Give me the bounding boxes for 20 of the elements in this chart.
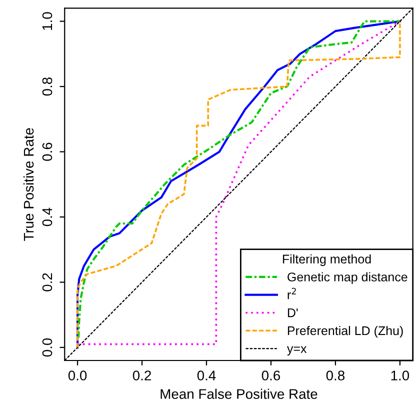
x-tick-label: 1.0 <box>391 370 410 380</box>
legend-label: D' <box>288 308 298 318</box>
y-tick-label: 0.0 <box>42 338 52 357</box>
x-tick-label: 0.2 <box>132 370 151 380</box>
x-tick-label: 0.6 <box>262 370 280 380</box>
x-tick-label: 0.4 <box>197 370 216 380</box>
legend-label: y=x <box>286 346 307 356</box>
y-axis-title: True Positive Rate <box>23 128 34 241</box>
legend-label: r$^{2}$ <box>288 288 296 300</box>
x-tick-label: 0.0 <box>68 370 87 380</box>
y-tick-label: 1.0 <box>42 12 52 30</box>
x-axis-title: Mean False Positive Rate <box>160 388 318 399</box>
y-tick-label: 0.2 <box>42 273 52 292</box>
legend-label: Preferential LD (Zhu) <box>288 326 403 338</box>
legend-label: Genetic map distance <box>288 272 408 284</box>
y-tick-label: 0.4 <box>42 208 52 226</box>
y-tick-label: 0.6 <box>42 142 52 161</box>
y-tick-label: 0.8 <box>42 77 52 96</box>
legend-title: Filtering method <box>282 254 371 266</box>
x-tick-label: 0.8 <box>326 370 345 380</box>
